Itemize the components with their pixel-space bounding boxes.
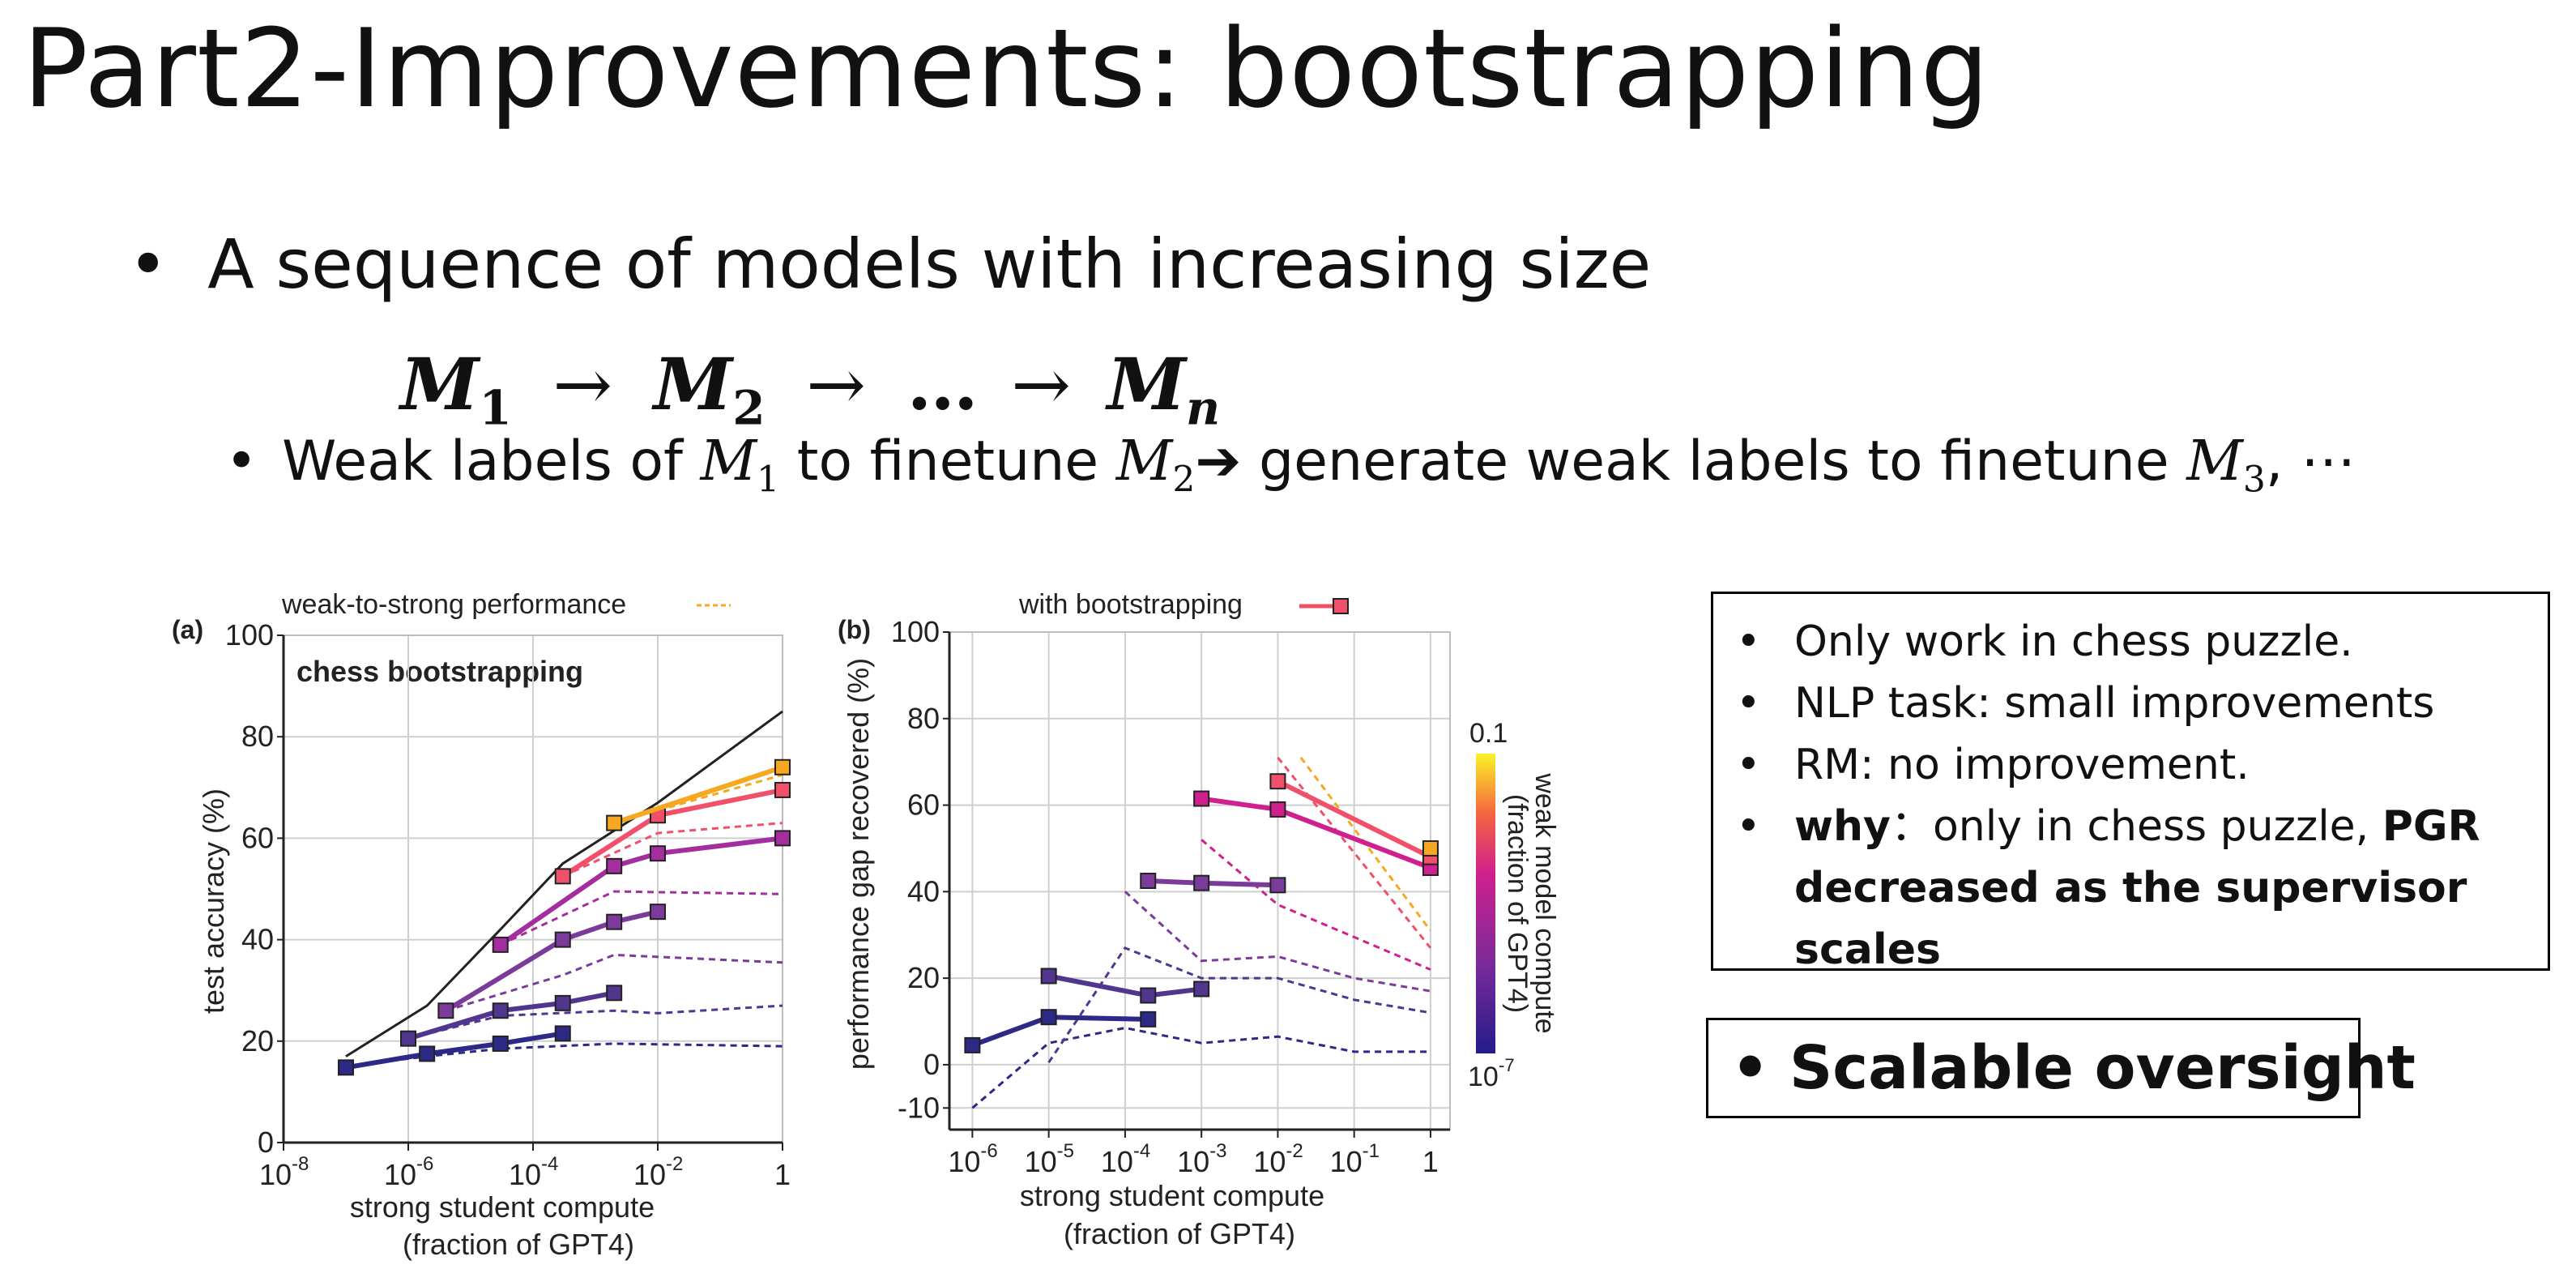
sub-m1-sub: 1 <box>757 459 780 501</box>
bootstrap-marker <box>554 1025 571 1042</box>
y-tick-label: 40 <box>241 923 274 956</box>
weak-to-strong-dashed-line <box>445 953 783 1012</box>
x-tick-label: 10 <box>509 1158 541 1191</box>
chart-a-xlabel-2: (fraction of GPT4) <box>403 1228 634 1261</box>
bootstrap-marker <box>606 857 623 874</box>
sub-text-2: to finetune <box>779 429 1116 493</box>
sub-m3: M <box>2186 429 2243 493</box>
bootstrap-marker <box>437 1002 454 1019</box>
weak-to-strong-dashed-line <box>407 1004 783 1040</box>
x-tick-exponent: -6 <box>416 1153 433 1175</box>
main-bullet: • A sequence of models with increasing s… <box>128 224 1652 304</box>
bootstrap-marker <box>774 758 791 775</box>
x-tick-label: 1 <box>774 1158 791 1191</box>
bootstrap-marker <box>606 814 623 831</box>
sub-bullet-dot: • <box>225 429 258 493</box>
seq-arrow-1: → <box>552 343 613 426</box>
sub-text-4: , ⋯ <box>2265 429 2356 493</box>
bootstrap-marker <box>554 931 571 948</box>
weak-to-strong-dashed-line <box>500 890 783 946</box>
sub-text-3: generate weak labels to finetune <box>1241 429 2187 493</box>
chart-a-legend-text: weak-to-strong performance <box>281 589 626 620</box>
y-tick-label: 0 <box>258 1126 274 1159</box>
bootstrap-line <box>613 764 783 826</box>
oversight-bullet-dot: • <box>1731 1033 1770 1103</box>
bootstrap-marker <box>774 781 791 798</box>
seq-arrow-2: → <box>806 343 866 426</box>
bootstrap-marker <box>606 985 623 1002</box>
notes-box: Only work in chess puzzle. NLP task: sma… <box>1711 592 2550 974</box>
y-tick-label: 100 <box>225 618 274 652</box>
seq-mn: M <box>1107 342 1187 426</box>
bootstrap-marker <box>606 913 623 930</box>
y-tick-label: 80 <box>241 720 274 753</box>
x-tick-label: 10 <box>384 1158 416 1191</box>
bootstrap-marker <box>419 1045 436 1062</box>
chart-a-ylabel: test accuracy (%) <box>197 788 230 1014</box>
seq-m2-sub: 2 <box>732 380 766 436</box>
bullet-dot: • <box>128 224 168 304</box>
sub-m2-sub: 2 <box>1172 459 1196 501</box>
sub-arrow-icon: ➔ <box>1195 429 1242 493</box>
bootstrap-marker <box>338 1059 354 1076</box>
model-sequence: M1 → M2 → … → Mn <box>400 342 1220 436</box>
note-4-text: ：only in chess puzzle, <box>1890 801 2382 851</box>
y-tick-label: 20 <box>241 1024 274 1057</box>
seq-m1-sub: 1 <box>479 380 512 436</box>
page-title: Part2-Improvements: bootstrapping <box>23 6 1990 132</box>
bootstrap-line <box>498 835 783 947</box>
note-4-emphasis: PGR decreased as the supervisor scales <box>1794 801 2480 974</box>
note-2: NLP task: small improvements <box>1736 673 2548 735</box>
bootstrap-marker <box>400 1030 416 1047</box>
bootstrap-marker <box>554 868 571 885</box>
sub-bullet: • Weak labels of M1 to finetune M2➔ gener… <box>225 429 2356 501</box>
bootstrap-marker <box>492 936 509 953</box>
bootstrap-marker <box>774 830 791 847</box>
weak-to-strong-dashed-line <box>562 822 783 878</box>
sub-m3-sub: 3 <box>2242 459 2266 501</box>
bootstrap-marker <box>492 1002 509 1019</box>
scalable-oversight-box: • Scalable oversight <box>1706 1018 2416 1118</box>
oversight-text: Scalable oversight <box>1789 1033 2416 1103</box>
x-tick-exponent: -2 <box>666 1153 683 1175</box>
bootstrap-marker <box>492 1035 509 1052</box>
note-1: Only work in chess puzzle. <box>1736 612 2548 673</box>
x-tick-label: 10 <box>633 1158 666 1191</box>
seq-m2: M <box>653 342 733 426</box>
note-3: RM: no improvement. <box>1736 735 2548 797</box>
sub-text-1: Weak labels of <box>282 429 701 493</box>
seq-mn-sub: n <box>1186 380 1221 436</box>
bootstrap-marker <box>650 904 666 921</box>
bootstrap-line <box>345 1031 564 1070</box>
x-tick-exponent: -4 <box>541 1153 558 1175</box>
x-tick-exponent: -8 <box>292 1153 309 1175</box>
sub-m2: M <box>1115 429 1173 493</box>
seq-dots: … <box>906 342 979 426</box>
bootstrap-line <box>444 909 659 1013</box>
seq-arrow-3: → <box>1011 343 1071 426</box>
sub-m1: M <box>700 429 757 493</box>
bootstrap-marker <box>554 994 571 1011</box>
seq-m1: M <box>400 342 480 426</box>
chart-a-panel-label: (a) <box>172 615 203 644</box>
x-tick-label: 10 <box>259 1158 292 1191</box>
note-4: why：only in chess puzzle, PGR decreased … <box>1736 797 2548 981</box>
main-bullet-text: A sequence of models with increasing siz… <box>207 224 1652 304</box>
bootstrap-marker <box>650 845 666 862</box>
y-tick-label: 60 <box>241 821 274 854</box>
chart-a-xlabel: strong student compute <box>350 1190 655 1224</box>
bootstrap-line <box>407 990 615 1041</box>
chart-a-title: chess bootstrapping <box>296 655 583 688</box>
strong-ceiling-line <box>345 710 783 1057</box>
note-4-why: why <box>1794 801 1891 851</box>
